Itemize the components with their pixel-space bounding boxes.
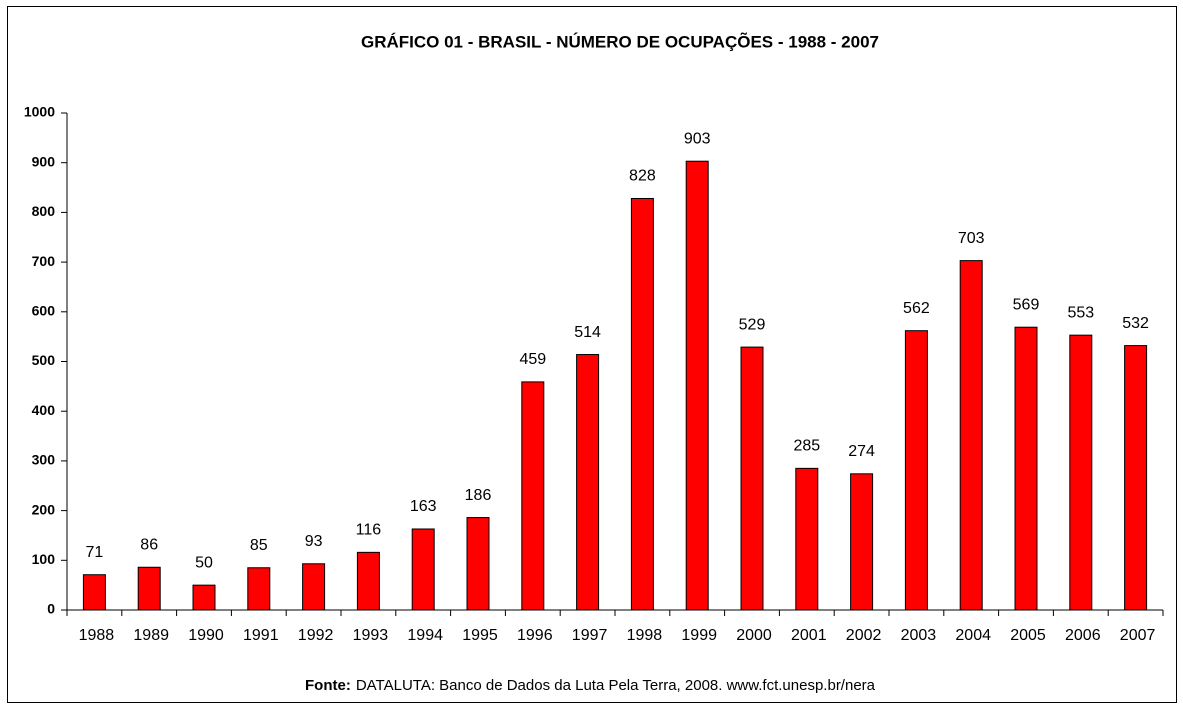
data-label: 532 (1122, 315, 1149, 332)
x-tick-label: 1998 (627, 627, 663, 644)
data-label: 285 (793, 438, 820, 455)
data-label: 274 (848, 443, 875, 460)
x-tick-label: 1989 (133, 627, 169, 644)
bar (466, 517, 490, 611)
x-tick-label: 2005 (1010, 627, 1046, 644)
x-tick-label: 1994 (407, 627, 443, 644)
bar (1124, 345, 1148, 611)
y-tick-label: 800 (32, 203, 56, 219)
bar (795, 467, 819, 611)
x-tick-label: 1999 (681, 627, 717, 644)
data-label: 553 (1067, 304, 1094, 321)
y-tick-label: 500 (32, 352, 56, 368)
data-label: 529 (739, 316, 766, 333)
x-tick-label: 2007 (1120, 627, 1156, 644)
data-label: 71 (86, 544, 104, 561)
source-note: Fonte: DATALUTA: Banco de Dados da Luta P… (305, 677, 876, 694)
y-tick-label: 300 (32, 452, 56, 468)
bar (302, 563, 326, 611)
bar (137, 566, 161, 611)
data-label: 93 (305, 533, 323, 550)
x-tick-label: 2003 (901, 627, 937, 644)
data-label: 86 (140, 536, 158, 553)
bar (521, 381, 545, 611)
x-tick-label: 1991 (243, 627, 279, 644)
data-label: 703 (958, 230, 985, 247)
bar (576, 354, 600, 611)
data-label: 85 (250, 537, 268, 554)
data-label: 459 (519, 351, 546, 368)
data-label: 50 (195, 554, 213, 571)
y-tick-label: 700 (32, 253, 56, 269)
x-tick-label: 1996 (517, 627, 553, 644)
bar (959, 260, 983, 611)
bar (356, 551, 380, 611)
y-tick-label: 400 (32, 402, 56, 418)
bar (740, 346, 764, 611)
data-label: 903 (684, 130, 711, 147)
x-tick-label: 2002 (846, 627, 882, 644)
data-label: 186 (465, 487, 492, 504)
x-tick-label: 2001 (791, 627, 827, 644)
x-tick-label: 1990 (188, 627, 224, 644)
source-label: Fonte: (305, 677, 351, 694)
bar (192, 584, 216, 611)
y-tick-label: 1000 (24, 104, 55, 120)
x-tick-label: 1995 (462, 627, 498, 644)
data-label: 562 (903, 300, 930, 317)
bar (850, 473, 874, 611)
y-tick-label: 600 (32, 303, 56, 319)
y-tick-label: 100 (32, 551, 56, 567)
x-tick-label: 1988 (79, 627, 115, 644)
x-tick-label: 2000 (736, 627, 772, 644)
source-text: DATALUTA: Banco de Dados da Luta Pela Te… (356, 677, 876, 694)
y-tick-label: 0 (47, 601, 55, 617)
y-tick-label: 200 (32, 501, 56, 517)
bar (1014, 326, 1038, 611)
data-label: 569 (1013, 296, 1040, 313)
bar (82, 574, 106, 611)
bar (685, 160, 709, 611)
bar (1069, 334, 1093, 611)
chart-title: GRÁFICO 01 - BRASIL - NÚMERO DE OCUPAÇÕE… (361, 31, 879, 51)
x-tick-label: 1997 (572, 627, 608, 644)
data-label: 514 (574, 324, 601, 341)
data-label: 163 (410, 498, 437, 515)
data-label: 116 (356, 522, 382, 539)
bar (630, 197, 654, 611)
x-tick-label: 1993 (353, 627, 389, 644)
y-tick-label: 900 (32, 153, 56, 169)
x-tick-label: 1992 (298, 627, 334, 644)
bar (247, 567, 271, 611)
x-tick-label: 2006 (1065, 627, 1101, 644)
x-tick-label: 2004 (955, 627, 991, 644)
bar (411, 528, 435, 611)
bar (904, 330, 928, 611)
data-label: 828 (629, 168, 656, 185)
